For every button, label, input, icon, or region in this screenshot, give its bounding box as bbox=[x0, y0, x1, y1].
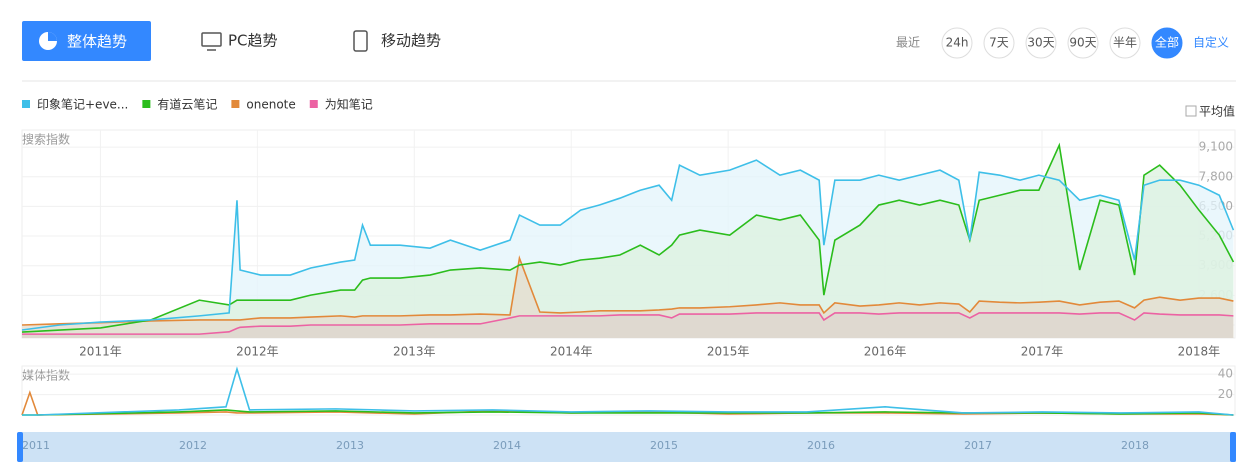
range-button[interactable] bbox=[1109, 27, 1141, 59]
chart-label: 搜索指数 bbox=[22, 132, 70, 147]
range-button[interactable] bbox=[1067, 27, 1099, 59]
navigator-label: 2016 bbox=[807, 439, 835, 452]
series-line bbox=[22, 312, 1234, 335]
range-option[interactable]: 24h bbox=[946, 36, 969, 50]
range-option[interactable]: 半年 bbox=[1113, 36, 1137, 50]
legend-label[interactable]: 为知笔记 bbox=[325, 97, 373, 112]
x-tick-label: 2018年 bbox=[1178, 345, 1221, 359]
navigator-label: 2015 bbox=[650, 439, 678, 452]
range-option[interactable]: 7天 bbox=[989, 36, 1009, 50]
pie-icon-slice bbox=[48, 32, 57, 41]
navigator-label: 2012 bbox=[179, 439, 207, 452]
range-option[interactable]: 全部 bbox=[1155, 35, 1179, 50]
legend-swatch[interactable] bbox=[142, 100, 151, 108]
range-button[interactable] bbox=[1151, 27, 1183, 59]
legend-label[interactable]: 印象笔记+eve... bbox=[37, 97, 128, 112]
average-checkbox[interactable] bbox=[1185, 105, 1197, 117]
x-tick-label: 2014年 bbox=[550, 345, 593, 359]
custom-range[interactable]: 自定义 bbox=[1193, 35, 1229, 50]
area bbox=[22, 312, 1234, 338]
range-label: 最近 bbox=[896, 36, 920, 50]
series-line bbox=[21, 142, 1235, 333]
tab[interactable]: 移动趋势 bbox=[381, 32, 441, 50]
tab-active-bg[interactable] bbox=[22, 21, 151, 61]
x-tick-label: 2013年 bbox=[393, 345, 436, 359]
navigator[interactable] bbox=[22, 432, 1236, 462]
y-tick-label: 9,100 bbox=[1199, 140, 1233, 154]
y-tick-label: 40 bbox=[1218, 367, 1233, 381]
mobile-icon bbox=[353, 30, 368, 52]
navigator-label: 2014 bbox=[493, 439, 521, 452]
range-button[interactable] bbox=[941, 27, 973, 59]
range-option[interactable]: 90天 bbox=[1069, 36, 1096, 50]
area bbox=[22, 145, 1234, 338]
chart-label: 媒体指数 bbox=[22, 368, 70, 383]
legend-label[interactable]: onenote bbox=[246, 98, 295, 112]
y-tick-label: 20 bbox=[1218, 387, 1233, 401]
x-tick-label: 2011年 bbox=[79, 345, 122, 359]
navigator-label: 2013 bbox=[336, 439, 364, 452]
tab[interactable]: PC趋势 bbox=[228, 32, 278, 50]
pc-icon bbox=[201, 32, 222, 47]
tab[interactable]: 整体趋势 bbox=[67, 33, 127, 51]
series-line bbox=[21, 159, 1235, 331]
series-line bbox=[21, 255, 1234, 326]
x-tick-label: 2012年 bbox=[236, 345, 279, 359]
navigator-handle[interactable] bbox=[17, 432, 23, 462]
range-option[interactable]: 30天 bbox=[1027, 36, 1054, 50]
legend-swatch[interactable] bbox=[309, 100, 318, 108]
range-button[interactable] bbox=[983, 27, 1015, 59]
navigator-label: 2018 bbox=[1121, 439, 1149, 452]
x-tick-label: 2015年 bbox=[707, 345, 750, 359]
x-tick-label: 2017年 bbox=[1021, 345, 1064, 359]
legend-swatch[interactable] bbox=[231, 100, 240, 108]
y-tick-label: 7,800 bbox=[1199, 169, 1233, 183]
navigator-label: 2017 bbox=[964, 439, 992, 452]
series-line bbox=[22, 366, 1234, 416]
legend-swatch[interactable] bbox=[22, 100, 30, 108]
series-line bbox=[22, 409, 1234, 416]
navigator-label: 2011 bbox=[22, 439, 50, 452]
navigator-handle[interactable] bbox=[1230, 432, 1236, 462]
range-button[interactable] bbox=[1025, 27, 1057, 59]
legend-label[interactable]: 有道云笔记 bbox=[157, 97, 217, 112]
average-label[interactable]: 平均值 bbox=[1199, 104, 1235, 119]
x-tick-label: 2016年 bbox=[864, 345, 907, 359]
